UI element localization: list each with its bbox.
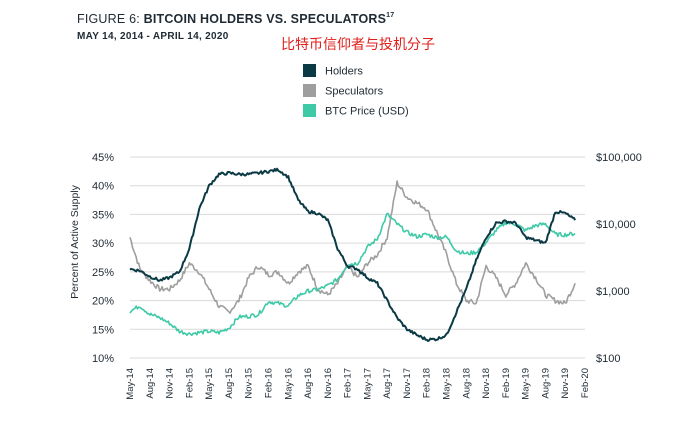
holders-line <box>129 167 576 342</box>
x-tick-label: May-17 <box>362 368 373 400</box>
left-tick-label: 35% <box>92 209 114 221</box>
left-axis-ticks: 45% 40% 35% 30% 25% 20% 15% 10% <box>92 152 114 365</box>
x-tick-label: Nov-14 <box>165 368 176 399</box>
right-tick-label: $1,000 <box>596 286 630 298</box>
x-tick-label: Feb-18 <box>422 368 433 398</box>
series-lines <box>129 167 576 342</box>
legend-label: Speculators <box>325 86 384 98</box>
x-tick-label: Nov-15 <box>244 368 255 399</box>
gridlines <box>130 156 585 359</box>
x-tick-label: Aug-17 <box>382 368 393 399</box>
right-axis-ticks: $100,000 $10,000 $1,000 $100 <box>596 152 642 365</box>
x-tick-label: Nov-18 <box>481 368 492 399</box>
left-tick-label: 30% <box>92 238 114 250</box>
left-tick-label: 45% <box>92 152 114 164</box>
left-tick-label: 20% <box>92 296 114 308</box>
x-tick-label: Nov-17 <box>402 368 413 399</box>
chinese-annotation: 比特币信仰者与投机分子 <box>281 37 435 53</box>
title-main: BITCOIN HOLDERS VS. SPECULATORS <box>143 12 387 26</box>
x-axis-ticks: May-14 Aug-14 Nov-14 Feb-15 May-15 Aug-15 Nov-… <box>125 368 591 400</box>
x-tick-label: May-15 <box>204 368 215 400</box>
title-prefix: FIGURE 6: <box>77 12 144 26</box>
x-tick-label: Feb-17 <box>343 368 354 398</box>
x-tick-label: Aug-18 <box>461 368 472 399</box>
x-tick-label: Aug-19 <box>540 368 551 399</box>
x-tick-label: May-16 <box>283 368 294 400</box>
x-tick-label: Feb-16 <box>263 368 274 398</box>
x-tick-label: May-18 <box>442 368 453 400</box>
btc-price-line <box>129 212 576 337</box>
left-tick-label: 10% <box>92 353 114 365</box>
legend-swatch <box>303 64 316 77</box>
x-tick-label: Aug-14 <box>145 368 156 399</box>
chart-subtitle: MAY 14, 2014 - APRIL 14, 2020 <box>77 31 229 42</box>
legend-swatch <box>303 104 316 117</box>
left-tick-label: 25% <box>92 267 114 279</box>
y-axis-label: Percent of Active Supply <box>69 184 81 299</box>
x-tick-label: Feb-19 <box>501 368 512 398</box>
title-footnote-ref: 17 <box>386 12 395 19</box>
legend-label: Holders <box>325 66 363 78</box>
right-tick-label: $100 <box>596 353 620 365</box>
x-tick-label: Nov-19 <box>560 368 571 399</box>
x-tick-label: May-19 <box>521 368 532 400</box>
legend-label: BTC Price (USD) <box>325 106 409 118</box>
left-tick-label: 15% <box>92 324 114 336</box>
x-tick-label: Feb-15 <box>184 368 195 398</box>
right-tick-label: $10,000 <box>596 219 636 231</box>
legend: Holders Speculators BTC Price (USD) <box>303 64 409 118</box>
chart-title: FIGURE 6: BITCOIN HOLDERS VS. SPECULATOR… <box>77 12 394 26</box>
x-tick-label: Aug-15 <box>224 368 235 399</box>
left-tick-label: 40% <box>92 181 114 193</box>
speculators-line <box>129 180 576 314</box>
x-tick-label: May-14 <box>125 368 136 400</box>
legend-swatch <box>303 84 316 97</box>
x-tick-label: Feb-20 <box>580 368 591 398</box>
x-tick-label: Aug-16 <box>303 368 314 399</box>
x-tick-label: Nov-16 <box>323 368 334 399</box>
right-tick-label: $100,000 <box>596 152 642 164</box>
